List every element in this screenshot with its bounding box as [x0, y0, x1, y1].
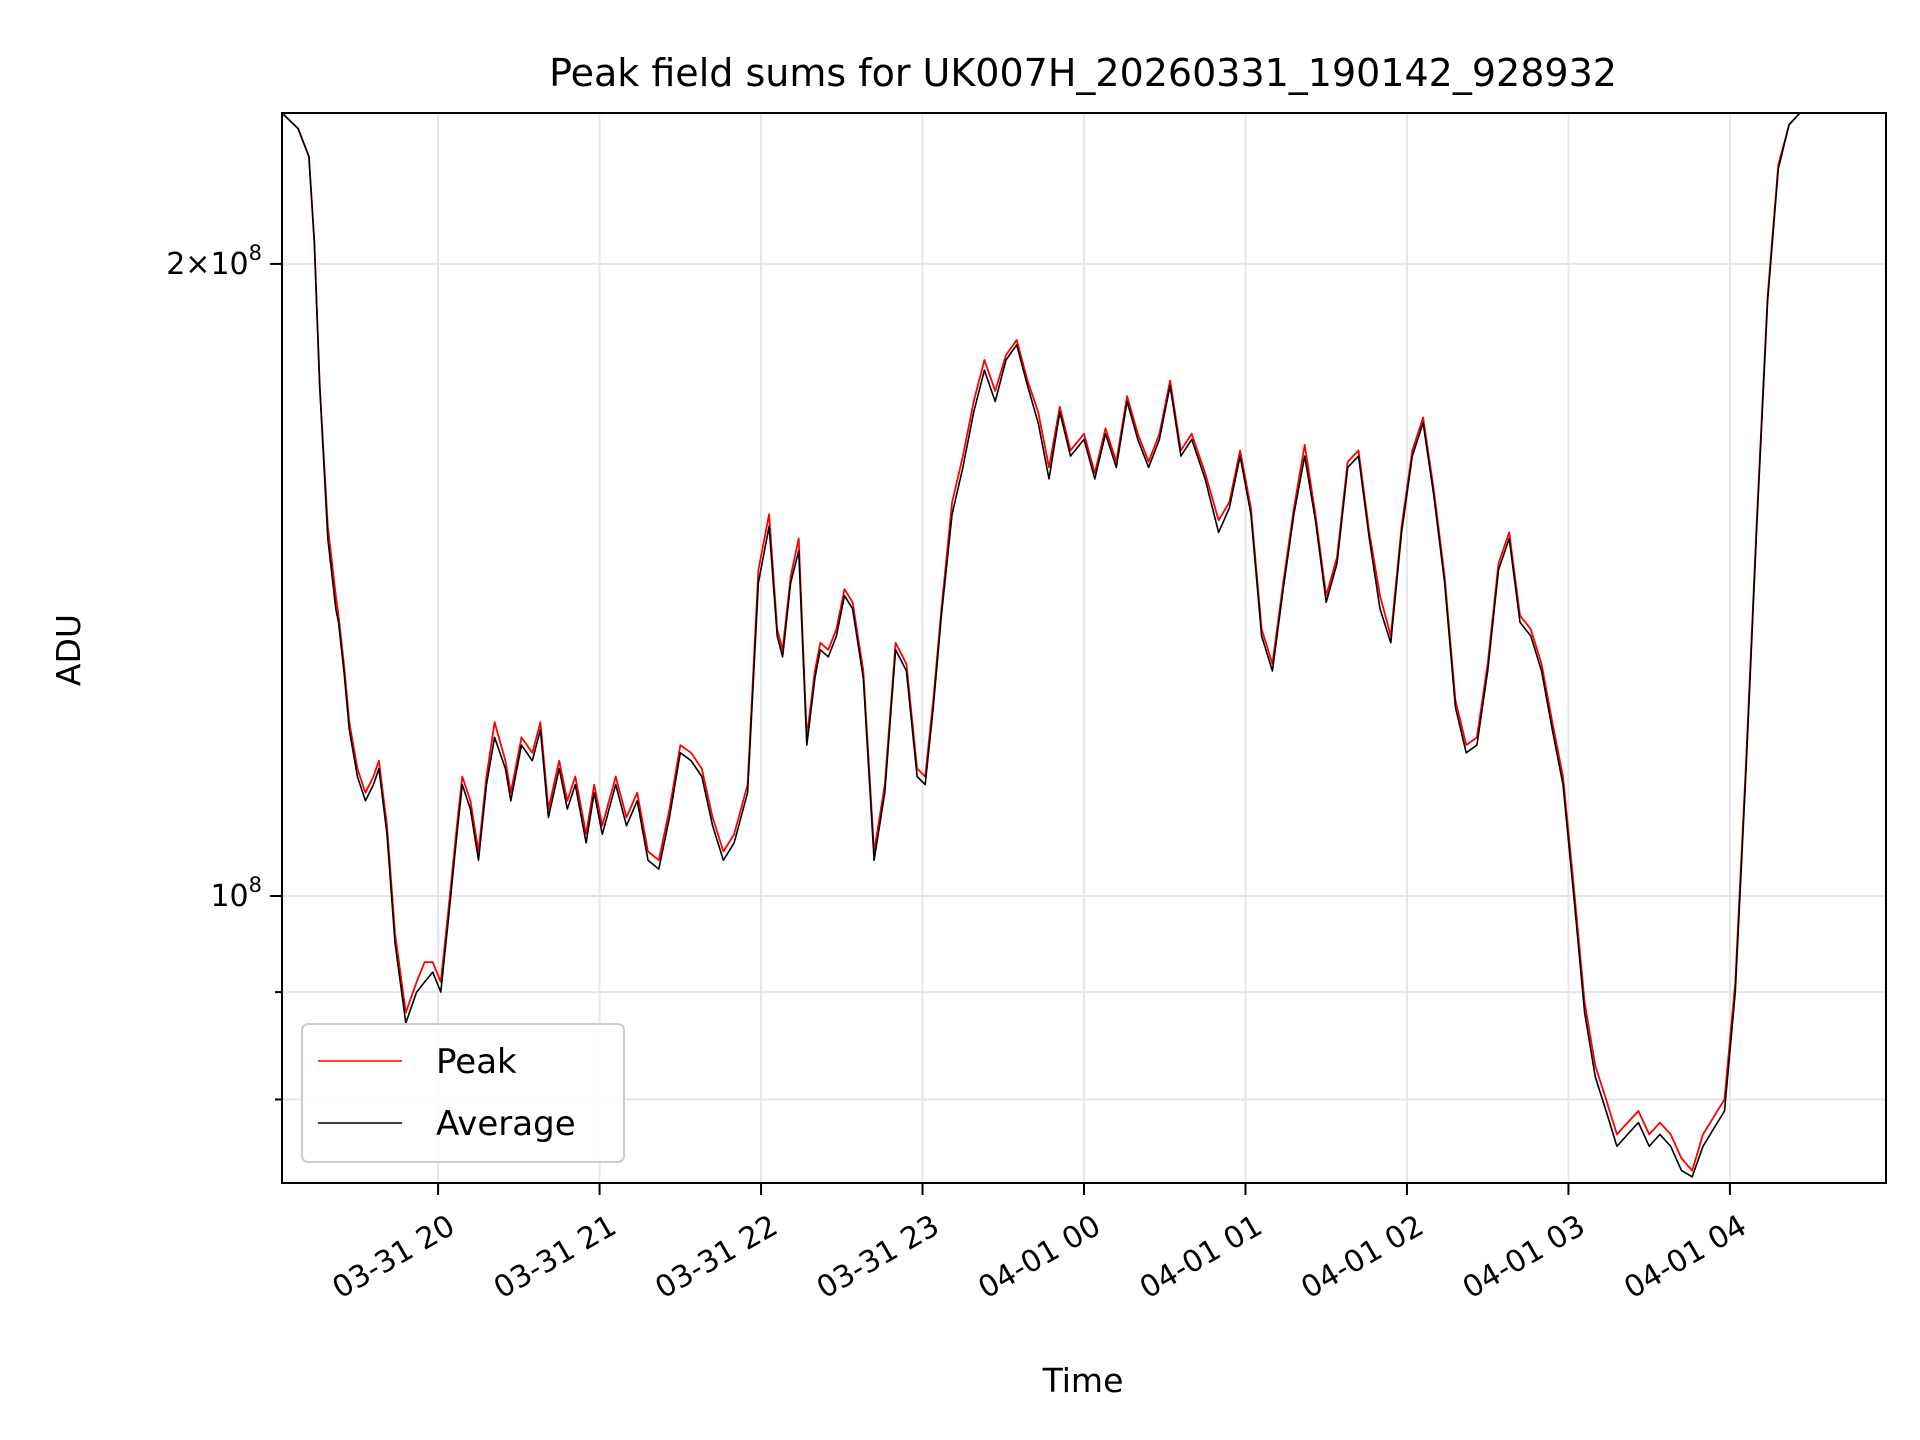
x-tick-label: 04-01 02: [1295, 1208, 1429, 1306]
x-tick-label: 04-01 01: [1134, 1208, 1268, 1306]
y-axis-label: ADU: [49, 614, 88, 686]
x-tick-label: 03-31 23: [811, 1208, 945, 1306]
series-line-average: [281, 112, 1811, 1178]
x-tick-label: 03-31 20: [327, 1208, 461, 1306]
x-tick-label: 03-31 21: [488, 1208, 622, 1306]
x-axis: 03-31 20 03-31 21 03-31 22 03-31 23 04-01 00…: [327, 1183, 1753, 1306]
chart-title: Peak field sums for UK007H_20260331_1901…: [549, 51, 1617, 95]
x-tick-label: 04-01 04: [1618, 1208, 1752, 1306]
x-tick-label: 03-31 22: [650, 1208, 784, 1306]
x-axis-label: Time: [1042, 1361, 1124, 1400]
y-axis: 108 2×108: [166, 241, 282, 1101]
y-tick-label: 2×108: [166, 241, 262, 282]
series-line-peak: [281, 112, 1811, 1172]
y-tick-label: 108: [210, 873, 262, 914]
plot-area: [281, 112, 1811, 1178]
x-tick-label: 04-01 00: [972, 1208, 1106, 1306]
legend: Peak Average: [301, 1023, 625, 1163]
x-tick-label: 04-01 03: [1457, 1208, 1591, 1306]
legend-label-peak: Peak: [436, 1042, 517, 1082]
grid: [282, 113, 1886, 1183]
legend-box: [301, 1023, 625, 1163]
legend-label-average: Average: [436, 1104, 576, 1144]
